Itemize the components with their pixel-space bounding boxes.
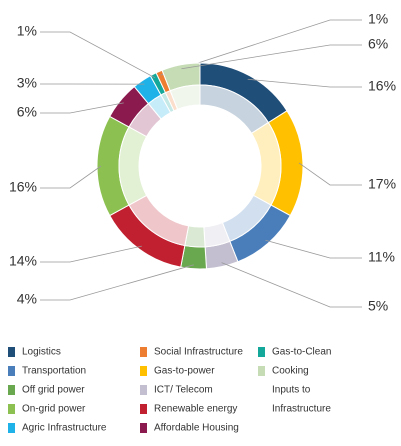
legend-swatch <box>140 366 147 376</box>
legend-label: On-grid power <box>22 404 86 415</box>
legend-label: Off grid power <box>22 385 85 396</box>
data-label: 11% <box>368 249 395 265</box>
leader-line <box>181 44 362 70</box>
legend-swatch <box>8 423 15 433</box>
data-label: 4% <box>17 291 37 307</box>
legend-label: Gas-to-Clean <box>272 347 331 358</box>
data-label: 16% <box>9 179 37 195</box>
legend-label: Renewable energy <box>154 404 237 415</box>
leader-line <box>265 239 362 259</box>
legend-label: Cooking <box>272 366 309 377</box>
legend-label: Affordable Housing <box>154 423 239 434</box>
data-label: 16% <box>368 78 396 94</box>
legend-swatch <box>140 423 147 433</box>
data-label: 3% <box>17 75 37 91</box>
legend-label: Social Infrastructure <box>154 347 243 358</box>
legend-label: Transportation <box>22 366 86 377</box>
data-label: 17% <box>368 176 396 192</box>
legend-label: ICT/ Telecom <box>154 385 213 396</box>
leader-line <box>247 78 362 88</box>
legend-swatch <box>140 385 147 395</box>
legend-swatch <box>140 404 147 414</box>
legend-swatch <box>8 347 15 357</box>
data-label: 14% <box>9 253 37 269</box>
leader-line <box>160 19 362 76</box>
leader-line <box>221 262 362 308</box>
legend-label: Agric Infrastructure <box>22 423 107 434</box>
data-label: 1% <box>17 23 37 39</box>
legend-label: Logistics <box>22 347 61 358</box>
data-label: 1% <box>368 11 388 27</box>
data-label: 6% <box>17 104 37 120</box>
leader-line <box>298 162 362 186</box>
data-label: 6% <box>368 36 388 52</box>
legend-swatch <box>258 347 265 357</box>
leader-line <box>40 31 156 79</box>
legend-swatch <box>8 404 15 414</box>
legend-label: Infrastructure <box>272 404 331 415</box>
leader-line <box>40 102 124 114</box>
leader-line <box>40 165 102 189</box>
legend-swatch <box>8 385 15 395</box>
legend-swatch <box>140 347 147 357</box>
data-label: 5% <box>368 298 388 314</box>
legend-label: Inputs to <box>272 385 311 396</box>
legend-label: Gas-to-power <box>154 366 215 377</box>
donut-inner-slice <box>169 84 201 110</box>
leader-line <box>40 264 194 301</box>
legend-swatch <box>8 366 15 376</box>
legend-swatch <box>258 366 265 376</box>
leader-line <box>40 245 142 263</box>
